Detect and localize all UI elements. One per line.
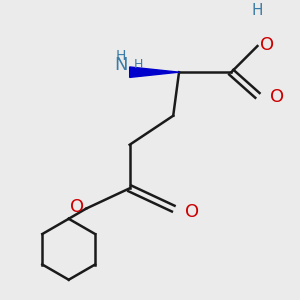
Text: O: O — [271, 88, 285, 106]
Text: O: O — [260, 36, 274, 54]
Text: H: H — [116, 49, 126, 63]
Text: H: H — [134, 58, 143, 71]
Polygon shape — [130, 67, 179, 77]
Text: H: H — [252, 4, 263, 19]
Text: O: O — [185, 202, 199, 220]
Text: O: O — [70, 198, 84, 216]
Text: N: N — [114, 56, 128, 74]
